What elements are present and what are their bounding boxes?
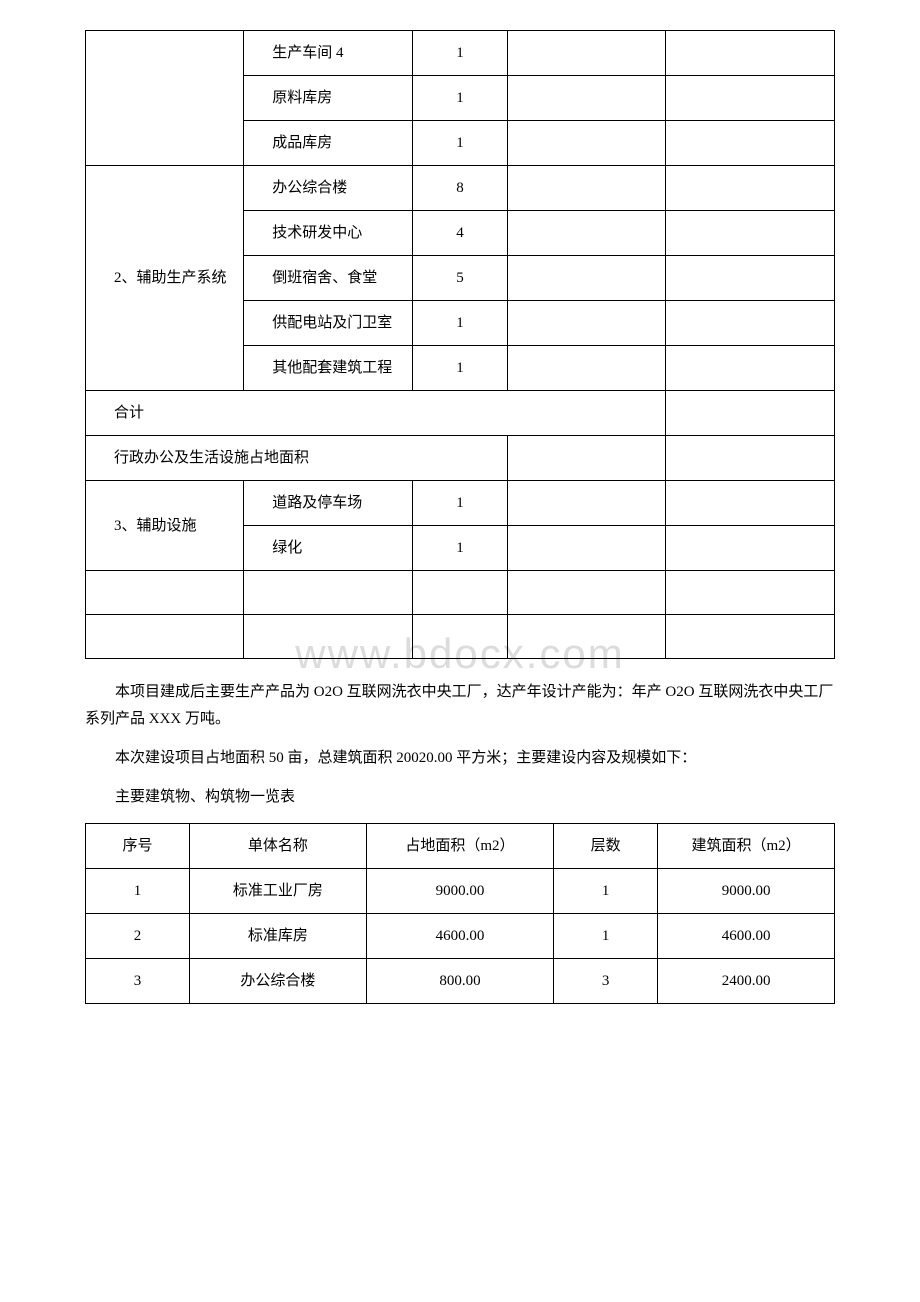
cell-total-label: 合计 xyxy=(86,391,666,436)
table-row-empty xyxy=(86,571,835,615)
cell-item-name: 倒班宿舍、食堂 xyxy=(244,256,413,301)
cell-land: 9000.00 xyxy=(366,869,553,914)
table-row: 3、辅助设施 道路及停车场 1 xyxy=(86,481,835,526)
cell-admin-label: 行政办公及生活设施占地面积 xyxy=(86,436,508,481)
cell-build: 4600.00 xyxy=(658,914,835,959)
cell-section-label: 3、辅助设施 xyxy=(86,481,244,571)
table-header-row: 序号 单体名称 占地面积（m2） 层数 建筑面积（m2） xyxy=(86,824,835,869)
cell-qty: 4 xyxy=(413,211,508,256)
cell-item-name: 绿化 xyxy=(244,526,413,571)
cell-floors: 1 xyxy=(554,914,658,959)
cell-build: 2400.00 xyxy=(658,959,835,1004)
paragraph-2: 本次建设项目占地面积 50 亩，总建筑面积 20020.00 平方米；主要建设内… xyxy=(85,745,835,772)
cell-qty: 1 xyxy=(413,121,508,166)
header-seq: 序号 xyxy=(86,824,190,869)
cell-item-name: 生产车间 4 xyxy=(244,31,413,76)
cell-qty: 1 xyxy=(413,31,508,76)
cell-section-label: 2、辅助生产系统 xyxy=(86,166,244,391)
cell-item-name: 其他配套建筑工程 xyxy=(244,346,413,391)
cell-land: 800.00 xyxy=(366,959,553,1004)
cell-qty: 5 xyxy=(413,256,508,301)
table-row: 生产车间 4 1 xyxy=(86,31,835,76)
header-name: 单体名称 xyxy=(190,824,367,869)
cell-qty: 1 xyxy=(413,526,508,571)
page-content: www.bdocx.com 生产车间 4 1 原料库房 1 成品库房 1 2、辅… xyxy=(85,30,835,1004)
table-row: 2 标准库房 4600.00 1 4600.00 xyxy=(86,914,835,959)
cell-qty: 1 xyxy=(413,346,508,391)
cell-name: 标准库房 xyxy=(190,914,367,959)
header-land-area: 占地面积（m2） xyxy=(366,824,553,869)
cell-name: 办公综合楼 xyxy=(190,959,367,1004)
paragraph-3: 主要建筑物、构筑物一览表 xyxy=(85,784,835,811)
cell-item-name: 成品库房 xyxy=(244,121,413,166)
header-build-area: 建筑面积（m2） xyxy=(658,824,835,869)
cell-seq: 3 xyxy=(86,959,190,1004)
header-floors: 层数 xyxy=(554,824,658,869)
table-row: 2、辅助生产系统 办公综合楼 8 xyxy=(86,166,835,211)
cell-item-name: 办公综合楼 xyxy=(244,166,413,211)
building-list-table: 序号 单体名称 占地面积（m2） 层数 建筑面积（m2） 1 标准工业厂房 90… xyxy=(85,823,835,1004)
cell-item-name: 供配电站及门卫室 xyxy=(244,301,413,346)
construction-table-1: 生产车间 4 1 原料库房 1 成品库房 1 2、辅助生产系统 办公综合楼 8 … xyxy=(85,30,835,659)
cell-item-name: 技术研发中心 xyxy=(244,211,413,256)
cell-qty: 8 xyxy=(413,166,508,211)
table-row: 1 标准工业厂房 9000.00 1 9000.00 xyxy=(86,869,835,914)
cell-item-name: 道路及停车场 xyxy=(244,481,413,526)
cell-item-name: 原料库房 xyxy=(244,76,413,121)
table-row-empty xyxy=(86,615,835,659)
cell-floors: 3 xyxy=(554,959,658,1004)
cell-seq: 1 xyxy=(86,869,190,914)
cell-seq: 2 xyxy=(86,914,190,959)
table-row: 3 办公综合楼 800.00 3 2400.00 xyxy=(86,959,835,1004)
paragraph-1: 本项目建成后主要生产产品为 O2O 互联网洗衣中央工厂，达产年设计产能为：年产 … xyxy=(85,679,835,733)
table-row-total: 合计 xyxy=(86,391,835,436)
cell-qty: 1 xyxy=(413,301,508,346)
cell-qty: 1 xyxy=(413,481,508,526)
cell-name: 标准工业厂房 xyxy=(190,869,367,914)
cell-build: 9000.00 xyxy=(658,869,835,914)
table-row-admin: 行政办公及生活设施占地面积 xyxy=(86,436,835,481)
cell-land: 4600.00 xyxy=(366,914,553,959)
cell-floors: 1 xyxy=(554,869,658,914)
cell-qty: 1 xyxy=(413,76,508,121)
